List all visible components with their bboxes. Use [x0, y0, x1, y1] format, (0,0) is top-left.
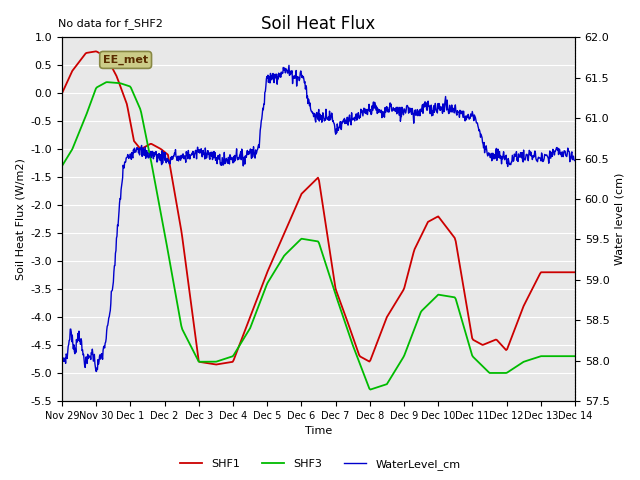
Text: No data for f_SHF2: No data for f_SHF2 — [58, 18, 163, 29]
WaterLevel_cm — [459, 115, 467, 120]
Legend: SHF1, SHF3, WaterLevel_cm: SHF1, SHF3, WaterLevel_cm — [175, 455, 465, 474]
WaterLevel_cm — [571, 158, 579, 164]
Line: WaterLevel_cm: WaterLevel_cm — [62, 65, 575, 372]
X-axis label: Time: Time — [305, 426, 332, 436]
Y-axis label: Water level (cm): Water level (cm) — [615, 173, 625, 265]
SHF1 — [92, 48, 100, 54]
WaterLevel_cm — [266, 80, 274, 86]
WaterLevel_cm — [468, 108, 476, 114]
SHF3 — [365, 383, 372, 389]
SHF3 — [571, 353, 579, 359]
Y-axis label: Soil Heat Flux (W/m2): Soil Heat Flux (W/m2) — [15, 158, 25, 280]
SHF3 — [58, 163, 66, 169]
WaterLevel_cm — [285, 62, 293, 68]
SHF3 — [104, 79, 111, 85]
SHF3 — [303, 237, 310, 242]
WaterLevel_cm — [412, 107, 419, 113]
WaterLevel_cm — [93, 369, 100, 374]
SHF1 — [307, 182, 315, 188]
WaterLevel_cm — [58, 352, 66, 358]
SHF1 — [58, 90, 66, 96]
SHF1 — [304, 185, 312, 191]
WaterLevel_cm — [285, 67, 292, 72]
SHF3 — [337, 307, 344, 312]
SHF1 — [571, 269, 579, 275]
SHF1 — [561, 269, 568, 275]
Title: Soil Heat Flux: Soil Heat Flux — [261, 15, 376, 33]
Text: EE_met: EE_met — [103, 55, 148, 65]
SHF1 — [338, 302, 346, 308]
Line: SHF1: SHF1 — [62, 51, 575, 364]
SHF3 — [481, 365, 488, 371]
SHF3 — [306, 237, 314, 243]
SHF1 — [365, 359, 373, 364]
SHF1 — [212, 361, 220, 367]
SHF1 — [481, 341, 488, 347]
SHF3 — [561, 353, 568, 359]
SHF3 — [367, 387, 374, 393]
Line: SHF3: SHF3 — [62, 82, 575, 390]
WaterLevel_cm — [111, 263, 119, 268]
